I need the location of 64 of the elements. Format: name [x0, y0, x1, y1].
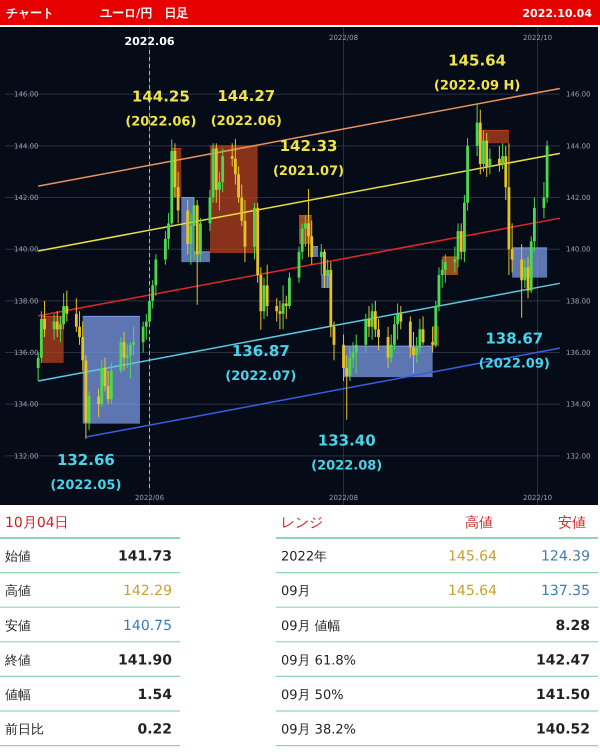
text: 145.64 [448, 548, 497, 565]
text: 140.52 [536, 722, 590, 738]
candlestick [422, 316, 424, 346]
text: レンジ [281, 515, 323, 531]
candlestick [482, 130, 485, 172]
category-label: 2022年 [281, 550, 328, 565]
text: 141.50 [536, 687, 590, 703]
text: 137.35 [541, 583, 590, 600]
annotation: 138.67 (2022.09) [478, 330, 550, 372]
candlestick [52, 313, 56, 340]
category-label: 09月 値幅 [281, 618, 341, 634]
annotation: 144.25 (2022.06) [125, 87, 196, 130]
candlestick [192, 197, 196, 260]
text: 140.75 [123, 618, 172, 634]
text: 141.90 [118, 652, 172, 668]
candlestick [43, 300, 46, 338]
category-label: 安値 [5, 618, 31, 634]
category-label: 09月 50% [281, 688, 344, 703]
candlestick [65, 290, 68, 322]
category-label: 始値 [5, 550, 31, 565]
category-label: 高値 [465, 515, 493, 531]
candlestick [431, 326, 434, 354]
chart-subtitle: 2022.10.04 [522, 7, 592, 20]
text: 124.39 [541, 548, 590, 565]
text: 1.54 [137, 687, 172, 703]
annotation: 144.27 (2022.06) [210, 86, 282, 129]
annotation: 136.87 (2022.07) [225, 342, 296, 384]
annotation: 142.33 (2021.07) [272, 137, 344, 180]
candlestick [278, 300, 282, 330]
candlestick [498, 145, 501, 172]
candlestick [501, 142, 504, 170]
text: 8.28 [555, 618, 590, 634]
category-label: 09月 38.2% [281, 722, 356, 738]
text: 145.64 [448, 583, 497, 600]
candlestick [97, 388, 100, 418]
text: 141.73 [118, 548, 172, 565]
ref-line-label: 2022.06 [124, 35, 175, 48]
candlestick [526, 256, 530, 299]
candlestick [460, 222, 463, 260]
category-label: 高値 [5, 584, 31, 600]
candlestick [282, 284, 284, 330]
text: 0.22 [137, 722, 172, 738]
candlestick [476, 102, 479, 157]
candlestick [323, 248, 326, 288]
candlestick [56, 310, 59, 338]
text: 142.47 [536, 652, 590, 668]
candlestick [122, 331, 126, 372]
annotation: 145.64 (2022.09 H) [434, 51, 520, 94]
category-label: 09月 [281, 584, 311, 600]
candlestick [326, 259, 330, 288]
text: 142.29 [123, 583, 172, 600]
candlestick [488, 148, 492, 175]
text: チャート [6, 6, 54, 20]
category-label: 安値 [558, 515, 586, 531]
text: 10月04日 [5, 515, 69, 531]
candlestick [386, 326, 390, 369]
annotation: 133.40 (2022.08) [311, 432, 382, 474]
category-label: 09月 61.8% [281, 653, 356, 668]
category-label: 前日比 [5, 722, 44, 738]
category-label: 値幅 [5, 688, 31, 703]
category-label: 終値 [5, 653, 31, 668]
chart-title: ユーロ/円 日足 [100, 6, 188, 20]
candlestick [368, 306, 370, 338]
annotation: 132.66 (2022.05) [50, 450, 122, 493]
